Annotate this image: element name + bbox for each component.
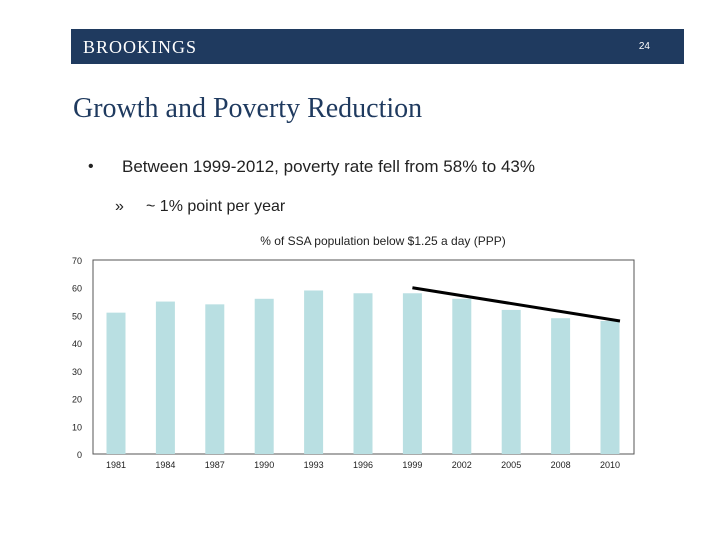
x-tick-label: 2002 (452, 460, 472, 470)
bar-1990 (254, 298, 274, 454)
bar-2008 (551, 318, 571, 454)
bar-1984 (155, 301, 175, 454)
bar-1993 (304, 290, 324, 454)
bullet-text-poverty-rate: Between 1999-2012, poverty rate fell fro… (122, 157, 535, 176)
x-tick-label: 1981 (106, 460, 126, 470)
bar-1987 (205, 304, 225, 454)
x-tick-label: 1984 (155, 460, 175, 470)
bar-1999 (402, 293, 422, 454)
x-tick-label: 1990 (254, 460, 274, 470)
slide-title: Growth and Poverty Reduction (73, 93, 423, 124)
sub-bullet-marker: » (115, 198, 124, 215)
y-tick-label: 70 (72, 256, 82, 266)
bar-2002 (452, 298, 472, 454)
y-tick-label: 60 (72, 284, 82, 294)
poverty-bar-chart: % of SSA population below $1.25 a day (P… (72, 234, 635, 470)
header-bar: BROOKINGS 24 (71, 29, 684, 64)
x-tick-label: 1999 (402, 460, 422, 470)
sub-bullet-text-rate: ~ 1% point per year (146, 198, 286, 215)
x-tick-label: 1993 (304, 460, 324, 470)
y-tick-label: 50 (72, 311, 82, 321)
bar-2010 (600, 320, 620, 454)
chart-title: % of SSA population below $1.25 a day (P… (260, 234, 506, 248)
y-tick-label: 10 (72, 422, 82, 432)
brookings-logo: BROOKINGS (83, 37, 198, 57)
x-tick-label: 2010 (600, 460, 620, 470)
x-tick-label: 1987 (205, 460, 225, 470)
x-tick-label: 2008 (551, 460, 571, 470)
bar-1981 (106, 312, 126, 454)
x-tick-label: 2005 (501, 460, 521, 470)
y-tick-label: 20 (72, 395, 82, 405)
y-tick-label: 0 (77, 450, 82, 460)
y-tick-label: 40 (72, 339, 82, 349)
bullet-marker: • (88, 158, 94, 175)
y-tick-label: 30 (72, 367, 82, 377)
bar-2005 (501, 309, 521, 454)
trend-line (412, 286, 621, 323)
page-number: 24 (638, 41, 650, 52)
bar-1996 (353, 293, 373, 454)
x-tick-label: 1996 (353, 460, 373, 470)
